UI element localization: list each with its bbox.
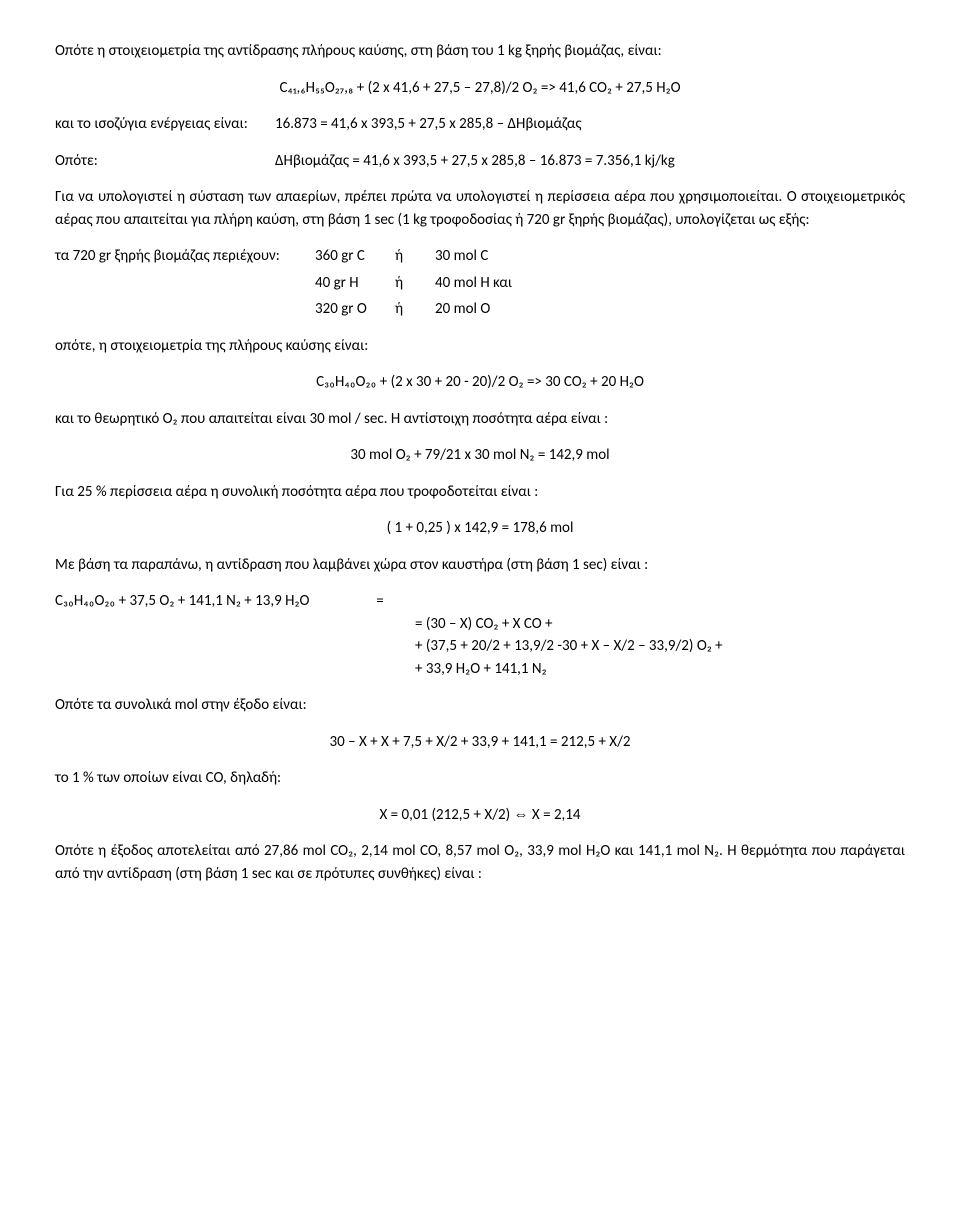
reaction-right-1: = (30 – Χ) CO₂ + Χ CO +	[55, 613, 905, 636]
reaction-equals: =	[376, 592, 383, 610]
paragraph-7: Οπότε τα συνολικά mol στην έξοδο είναι:	[55, 694, 905, 717]
composition-grid: 360 gr C ή 30 mol C 40 gr H ή 40 mol H κ…	[315, 245, 555, 321]
paragraph-5: Για 25 % περίσσεια αέρα η συνολική ποσότ…	[55, 481, 905, 504]
table-cell: ή	[395, 245, 435, 268]
paragraph-2: Για να υπολογιστεί η σύσταση των απαερίω…	[55, 186, 905, 231]
equation-3: 30 mol O₂ + 79/21 x 30 mol N₂ = 142,9 mo…	[55, 444, 905, 467]
equation-1: C₄₁,₆H₅₅O₂₇,₈ + (2 x 41,6 + 27,5 – 27,8)…	[55, 77, 905, 100]
equation-6: Χ = 0,01 (212,5 + Χ/2) ⇔ Χ = 2,14	[55, 804, 905, 827]
table-cell: 360 gr C	[315, 245, 395, 268]
reaction-left-line: C₃₀H₄₀O₂₀ + 37,5 O₂ + 141,1 N₂ + 13,9 H₂…	[55, 590, 905, 613]
paragraph-9: Οπότε η έξοδος αποτελείται από 27,86 mol…	[55, 840, 905, 885]
reaction-left: C₃₀H₄₀O₂₀ + 37,5 O₂ + 141,1 N₂ + 13,9 H₂…	[55, 592, 309, 610]
reaction-right-3: + 33,9 H₂O + 141,1 N₂	[55, 658, 905, 681]
paragraph-3: οπότε, η στοιχειομετρία της πλήρους καύσ…	[55, 335, 905, 358]
energy-balance-row: και το ισοζύγια ενέργειας είναι: 16.873 …	[55, 113, 905, 136]
result-label: Οπότε:	[55, 150, 275, 173]
energy-balance-value: 16.873 = 41,6 x 393,5 + 27,5 x 285,8 – Δ…	[275, 113, 582, 136]
table-cell: 30 mol C	[435, 245, 555, 268]
equation-5: 30 – Χ + Χ + 7,5 + Χ/2 + 33,9 + 141,1 = …	[55, 731, 905, 754]
reaction-block: C₃₀H₄₀O₂₀ + 37,5 O₂ + 141,1 N₂ + 13,9 H₂…	[55, 590, 905, 680]
paragraph-8: το 1 % των οποίων είναι CO, δηλαδή:	[55, 767, 905, 790]
result-value: ΔΗβιομάζας = 41,6 x 393,5 + 27,5 x 285,8…	[275, 150, 675, 173]
table-cell: ή	[395, 298, 435, 321]
reaction-right-2: + (37,5 + 20/2 + 13,9/2 -30 + Χ – Χ/2 – …	[55, 635, 905, 658]
result-row: Οπότε: ΔΗβιομάζας = 41,6 x 393,5 + 27,5 …	[55, 150, 905, 173]
table-cell: ή	[395, 272, 435, 295]
energy-balance-label: και το ισοζύγια ενέργειας είναι:	[55, 113, 275, 136]
composition-lead: τα 720 gr ξηρής βιομάζας περιέχουν:	[55, 245, 315, 321]
equation-4: ( 1 + 0,25 ) x 142,9 = 178,6 mol	[55, 517, 905, 540]
paragraph-intro-1: Οπότε η στοιχειομετρία της αντίδρασης πλ…	[55, 40, 905, 63]
paragraph-6: Με βάση τα παραπάνω, η αντίδραση που λαμ…	[55, 554, 905, 577]
table-cell: 320 gr O	[315, 298, 395, 321]
equation-2: C₃₀H₄₀O₂₀ + (2 x 30 + 20 - 20)/2 O₂ => 3…	[55, 371, 905, 394]
paragraph-4: και το θεωρητικό Ο₂ που απαιτείται είναι…	[55, 408, 905, 431]
table-cell: 40 mol H και	[435, 272, 555, 295]
composition-table: τα 720 gr ξηρής βιομάζας περιέχουν: 360 …	[55, 245, 905, 321]
table-cell: 20 mol O	[435, 298, 555, 321]
table-cell: 40 gr H	[315, 272, 395, 295]
